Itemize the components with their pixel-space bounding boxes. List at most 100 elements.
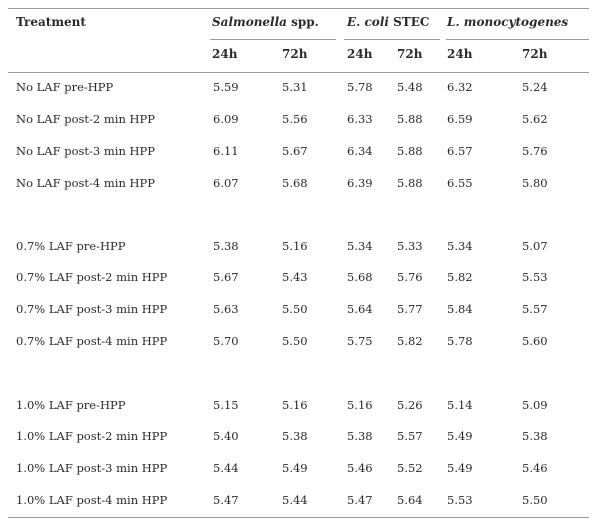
table-cell-value: 5.60 bbox=[522, 334, 548, 348]
table-cell-value: 5.50 bbox=[522, 493, 548, 507]
table-row-label: No LAF post-4 min HPP bbox=[16, 176, 156, 190]
table-cell-value: 5.68 bbox=[282, 176, 308, 190]
table-cell-value: 5.16 bbox=[347, 398, 373, 412]
table-cell-value: 5.59 bbox=[213, 80, 239, 94]
table-row-label: No LAF post-2 min HPP bbox=[16, 112, 156, 126]
ecoli-group-header: E. coli STEC bbox=[347, 15, 429, 29]
table-cell-value: 5.31 bbox=[282, 80, 308, 94]
salmonella-suffix: spp. bbox=[286, 15, 319, 29]
table-cell-value: 6.57 bbox=[447, 144, 473, 158]
table-cell-value: 5.76 bbox=[397, 270, 423, 284]
table-cell-value: 5.88 bbox=[397, 144, 423, 158]
table-cell-value: 5.82 bbox=[397, 334, 423, 348]
table-cell-value: 5.67 bbox=[282, 144, 308, 158]
table-cell-value: 5.75 bbox=[347, 334, 373, 348]
table-cell-value: 5.63 bbox=[213, 302, 239, 316]
table-cell-value: 5.53 bbox=[522, 270, 548, 284]
table-top-rule bbox=[8, 8, 589, 9]
table-cell-value: 5.49 bbox=[447, 461, 473, 475]
table-row-label: No LAF post-3 min HPP bbox=[16, 144, 156, 158]
table-cell-value: 5.78 bbox=[347, 80, 373, 94]
time-header-ecoli-72h: 72h bbox=[397, 47, 423, 61]
table-cell-value: 5.56 bbox=[282, 112, 308, 126]
table-cell-value: 5.88 bbox=[397, 112, 423, 126]
table-cell-value: 5.14 bbox=[447, 398, 473, 412]
table-cell-value: 6.07 bbox=[213, 176, 239, 190]
table-cell-value: 5.50 bbox=[282, 302, 308, 316]
table-cell-value: 5.09 bbox=[522, 398, 548, 412]
table-row-label: 1.0% LAF pre-HPP bbox=[16, 398, 126, 412]
table-cell-value: 6.39 bbox=[347, 176, 373, 190]
time-header-ecoli-24h: 24h bbox=[347, 47, 373, 61]
table-cell-value: 5.38 bbox=[522, 429, 548, 443]
table-cell-value: 5.43 bbox=[282, 270, 308, 284]
table-cell-value: 5.34 bbox=[347, 239, 373, 253]
table-cell-value: 6.33 bbox=[347, 112, 373, 126]
table-cell-value: 6.32 bbox=[447, 80, 473, 94]
table-row-label: 1.0% LAF post-4 min HPP bbox=[16, 493, 168, 507]
table-row-label: 0.7% LAF pre-HPP bbox=[16, 239, 126, 253]
table-cell-value: 5.46 bbox=[522, 461, 548, 475]
table-cell-value: 5.88 bbox=[397, 176, 423, 190]
table-cell-value: 5.80 bbox=[522, 176, 548, 190]
table-cell-value: 5.16 bbox=[282, 398, 308, 412]
table-cell-value: 5.16 bbox=[282, 239, 308, 253]
table-cell-value: 5.68 bbox=[347, 270, 373, 284]
table-cell-value: 5.48 bbox=[397, 80, 423, 94]
table-cell-value: 5.34 bbox=[447, 239, 473, 253]
table-cell-value: 6.59 bbox=[447, 112, 473, 126]
table-cell-value: 5.50 bbox=[282, 334, 308, 348]
treatment-column-header: Treatment bbox=[16, 15, 86, 29]
salmonella-organism-name: Salmonella bbox=[212, 15, 287, 29]
time-header-listeria-72h: 72h bbox=[522, 47, 548, 61]
table-cell-value: 5.57 bbox=[522, 302, 548, 316]
table-cell-value: 5.40 bbox=[213, 429, 239, 443]
table-cell-value: 5.24 bbox=[522, 80, 548, 94]
salmonella-group-header: Salmonella spp. bbox=[212, 15, 319, 29]
table-cell-value: 6.55 bbox=[447, 176, 473, 190]
table-cell-value: 5.26 bbox=[397, 398, 423, 412]
table-cell-value: 5.07 bbox=[522, 239, 548, 253]
table-row-label: 0.7% LAF post-3 min HPP bbox=[16, 302, 168, 316]
listeria-organism-name: L. monocytogenes bbox=[447, 15, 569, 29]
table-cell-value: 5.38 bbox=[282, 429, 308, 443]
table-cell-value: 5.64 bbox=[397, 493, 423, 507]
listeria-group-header: L. monocytogenes bbox=[447, 15, 568, 29]
table-cell-value: 5.77 bbox=[397, 302, 423, 316]
table-row-label: 0.7% LAF post-2 min HPP bbox=[16, 270, 168, 284]
table-cell-value: 6.11 bbox=[213, 144, 239, 158]
table-cell-value: 5.82 bbox=[447, 270, 473, 284]
table-row-label: 0.7% LAF post-4 min HPP bbox=[16, 334, 168, 348]
listeria-group-rule bbox=[446, 39, 589, 40]
table-cell-value: 5.53 bbox=[447, 493, 473, 507]
salmonella-group-rule bbox=[210, 39, 336, 40]
table-cell-value: 5.78 bbox=[447, 334, 473, 348]
table-cell-value: 5.46 bbox=[347, 461, 373, 475]
time-header-salmonella-72h: 72h bbox=[282, 47, 308, 61]
table-cell-value: 5.47 bbox=[347, 493, 373, 507]
table-row-label: 1.0% LAF post-3 min HPP bbox=[16, 461, 168, 475]
table-cell-value: 5.49 bbox=[282, 461, 308, 475]
time-header-salmonella-24h: 24h bbox=[212, 47, 238, 61]
ecoli-suffix: STEC bbox=[388, 15, 430, 29]
table-cell-value: 5.47 bbox=[213, 493, 239, 507]
ecoli-organism-name: E. coli bbox=[347, 15, 389, 29]
table-header-rule bbox=[8, 72, 589, 73]
time-header-listeria-24h: 24h bbox=[447, 47, 473, 61]
table-cell-value: 5.67 bbox=[213, 270, 239, 284]
table-cell-value: 5.64 bbox=[347, 302, 373, 316]
table-cell-value: 5.49 bbox=[447, 429, 473, 443]
table-cell-value: 5.33 bbox=[397, 239, 423, 253]
table-cell-value: 5.70 bbox=[213, 334, 239, 348]
table-cell-value: 5.44 bbox=[282, 493, 308, 507]
table-cell-value: 5.38 bbox=[347, 429, 373, 443]
table-cell-value: 6.34 bbox=[347, 144, 373, 158]
table-row-label: 1.0% LAF post-2 min HPP bbox=[16, 429, 168, 443]
table-row-label: No LAF pre-HPP bbox=[16, 80, 114, 94]
table-cell-value: 5.52 bbox=[397, 461, 423, 475]
table-cell-value: 5.84 bbox=[447, 302, 473, 316]
table-cell-value: 5.76 bbox=[522, 144, 548, 158]
table-cell-value: 5.62 bbox=[522, 112, 548, 126]
table-cell-value: 5.44 bbox=[213, 461, 239, 475]
ecoli-group-rule bbox=[344, 39, 440, 40]
